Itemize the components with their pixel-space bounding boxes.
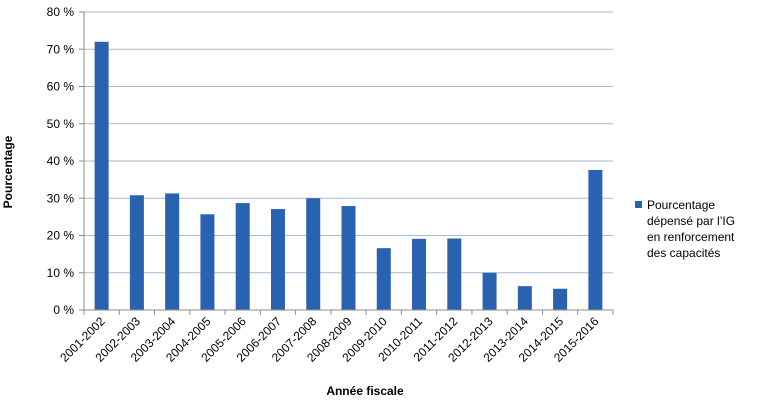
bar xyxy=(129,195,144,310)
bar xyxy=(94,41,109,311)
legend-label-line: dépensé par l’IG xyxy=(647,214,735,228)
bar xyxy=(482,272,497,310)
x-axis-title: Année fiscale xyxy=(326,384,404,398)
bar xyxy=(306,198,321,310)
bar xyxy=(447,238,462,310)
y-axis-tick-labels: 0 % 10 % 20 % 30 % 40 % 50 % 60 % 70 % 80 % xyxy=(47,5,84,317)
bar xyxy=(376,248,391,310)
bar xyxy=(235,203,250,310)
y-axis-title: Pourcentage xyxy=(1,135,15,208)
y-tick-label: 50 % xyxy=(47,117,75,131)
bar xyxy=(517,286,532,310)
y-tick-label: 60 % xyxy=(47,80,75,94)
y-tick-label: 80 % xyxy=(47,5,75,19)
legend: Pourcentage dépensé par l’IG en renforce… xyxy=(635,198,738,260)
bars xyxy=(94,41,603,311)
legend-label: Pourcentage dépensé par l’IG en renforce… xyxy=(647,198,738,260)
bar xyxy=(270,209,285,310)
y-tick-label: 10 % xyxy=(47,266,75,280)
legend-swatch xyxy=(635,201,642,208)
legend-label-line: des capacités xyxy=(647,246,720,260)
x-axis-tick-labels: 2001-20022002-20032003-20042004-20052005… xyxy=(57,310,614,365)
y-tick-label: 30 % xyxy=(47,191,75,205)
y-tick-label: 20 % xyxy=(47,229,75,243)
bar xyxy=(412,238,427,310)
legend-label-line: Pourcentage xyxy=(647,198,715,212)
bar xyxy=(200,214,215,310)
y-tick-label: 0 % xyxy=(53,303,74,317)
bar xyxy=(341,206,356,310)
bar xyxy=(553,288,568,310)
bar xyxy=(165,193,180,310)
y-tick-label: 40 % xyxy=(47,154,75,168)
y-tick-label: 70 % xyxy=(47,42,75,56)
legend-label-line: en renforcement xyxy=(647,230,735,244)
bar xyxy=(588,169,603,310)
